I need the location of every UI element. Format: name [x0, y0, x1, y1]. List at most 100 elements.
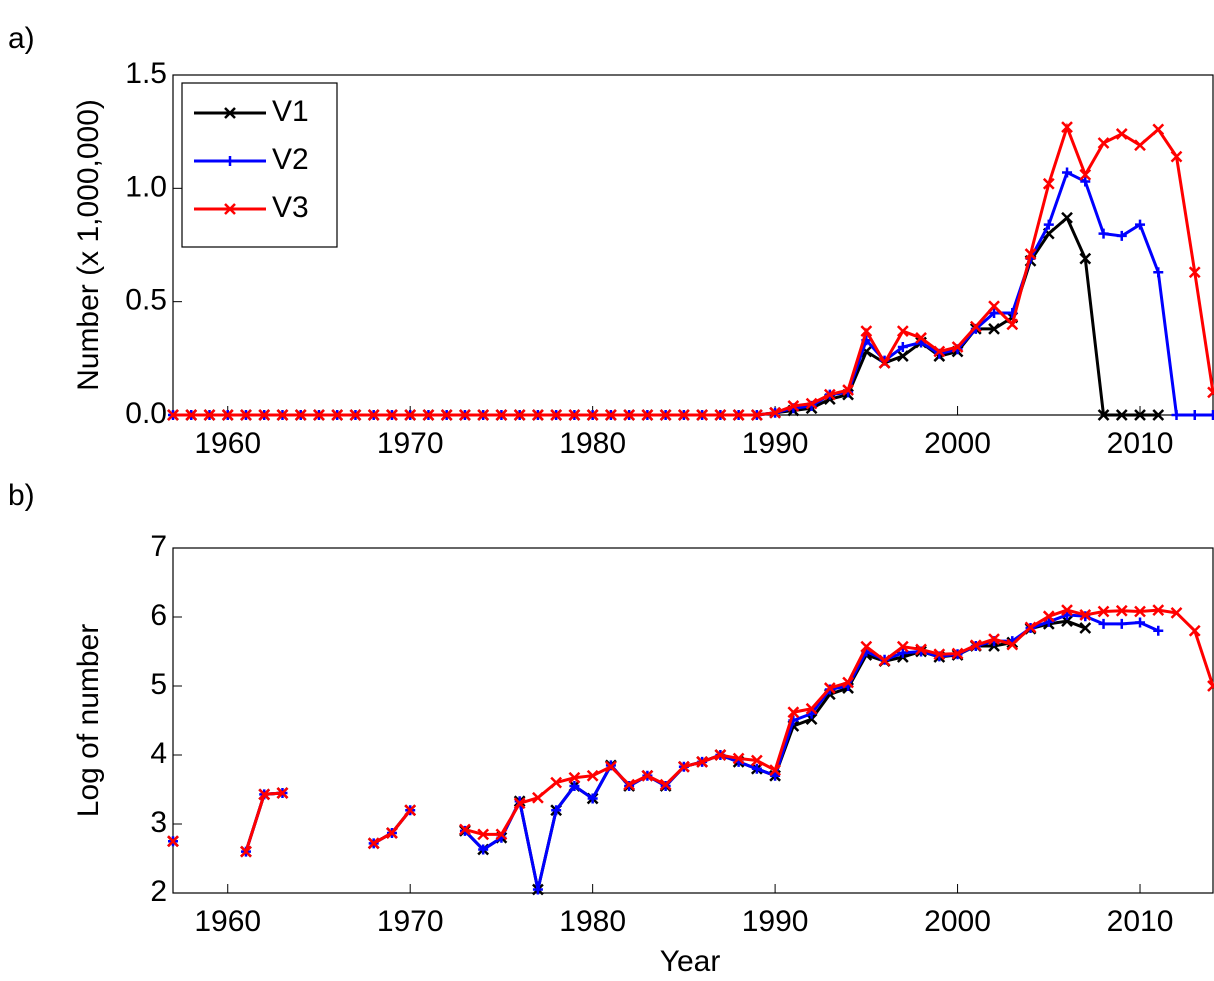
marker — [751, 763, 762, 774]
marker — [659, 409, 672, 421]
marker — [1079, 252, 1092, 265]
marker — [276, 787, 289, 799]
marker — [732, 409, 745, 421]
x-tick-label: 2010 — [1107, 427, 1174, 460]
marker — [769, 406, 781, 419]
marker — [440, 409, 453, 421]
marker — [1062, 167, 1073, 178]
marker — [367, 837, 380, 850]
marker — [513, 797, 526, 810]
x-tick-label: 2010 — [1107, 905, 1174, 938]
marker — [1006, 638, 1019, 651]
y-tick-label: 5 — [150, 668, 167, 701]
marker — [167, 409, 179, 421]
marker — [422, 409, 435, 421]
y-axis-label: Log of number — [72, 624, 105, 817]
marker — [1188, 624, 1201, 637]
marker — [1152, 604, 1165, 616]
x-axis-label: Year — [660, 945, 721, 978]
marker — [313, 409, 325, 421]
marker — [1043, 616, 1054, 627]
marker — [1134, 605, 1146, 618]
marker — [1208, 410, 1214, 420]
marker — [823, 682, 836, 694]
x-tick-label: 2000 — [924, 905, 991, 938]
marker — [532, 791, 544, 804]
marker — [1115, 604, 1128, 617]
marker — [1079, 622, 1092, 634]
legend-label: V3 — [272, 191, 309, 224]
marker — [677, 760, 690, 773]
y-tick-label: 3 — [150, 806, 167, 839]
marker — [951, 647, 964, 660]
series-line — [173, 122, 1214, 417]
marker — [605, 760, 617, 773]
marker — [988, 300, 1000, 313]
x-tick-label: 1980 — [559, 427, 626, 460]
marker — [989, 308, 1000, 318]
marker — [586, 409, 599, 421]
marker — [276, 409, 289, 421]
marker — [1134, 409, 1146, 421]
marker — [167, 835, 179, 848]
marker — [823, 388, 836, 401]
marker — [1024, 248, 1037, 260]
y-tick-label: 2 — [150, 875, 167, 908]
marker — [495, 828, 508, 841]
marker — [477, 409, 490, 421]
marker — [1207, 680, 1214, 692]
legend-marker — [225, 156, 235, 166]
marker — [1116, 230, 1127, 241]
marker — [495, 409, 508, 421]
marker — [240, 409, 252, 421]
marker — [1098, 618, 1109, 629]
marker — [1098, 228, 1109, 239]
marker — [951, 341, 964, 353]
marker — [568, 409, 581, 421]
marker — [1097, 409, 1110, 421]
marker — [915, 643, 927, 656]
marker — [750, 409, 763, 421]
marker — [1135, 617, 1146, 628]
marker — [258, 409, 271, 421]
marker — [1061, 211, 1073, 224]
marker — [842, 384, 854, 396]
y-tick-label: 1.5 — [125, 57, 167, 90]
marker — [988, 322, 1000, 335]
marker — [404, 409, 417, 421]
marker — [969, 320, 982, 333]
marker — [1097, 605, 1110, 618]
marker — [1134, 139, 1146, 152]
marker — [969, 639, 982, 652]
marker — [532, 409, 544, 421]
marker — [587, 793, 598, 804]
marker — [641, 409, 654, 421]
marker — [478, 844, 489, 855]
marker — [1115, 128, 1128, 140]
marker — [860, 640, 873, 653]
marker — [1061, 604, 1073, 616]
marker — [1080, 176, 1091, 187]
marker — [714, 409, 727, 421]
marker — [1188, 266, 1201, 279]
marker — [896, 640, 909, 653]
y-tick-label: 0.0 — [125, 397, 167, 430]
marker — [805, 702, 818, 715]
legend-label: V1 — [272, 95, 309, 128]
legend-marker — [224, 203, 236, 215]
marker — [770, 770, 781, 781]
marker — [404, 804, 417, 817]
panel-label: b) — [8, 479, 35, 512]
legend-label: V2 — [272, 143, 309, 176]
marker — [641, 769, 654, 782]
marker — [349, 409, 362, 421]
marker — [459, 823, 471, 836]
marker — [750, 754, 763, 767]
marker — [1152, 123, 1165, 136]
marker — [1170, 606, 1183, 619]
marker — [1115, 409, 1128, 421]
plot-area — [172, 547, 1214, 894]
marker — [787, 706, 800, 719]
marker — [1024, 621, 1037, 634]
